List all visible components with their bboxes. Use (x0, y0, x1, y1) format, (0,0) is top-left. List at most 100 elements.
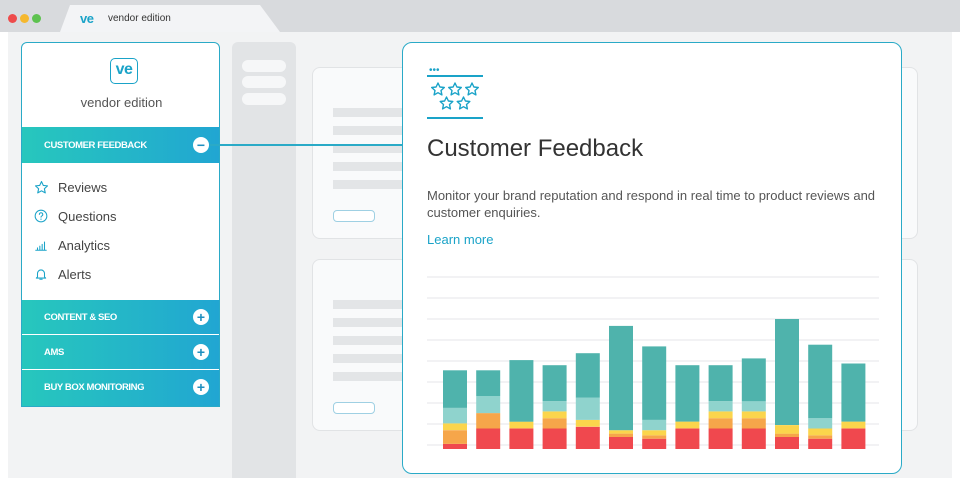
section-label: CUSTOMER FEEDBACK (44, 140, 147, 151)
icon-divider (427, 117, 483, 119)
section-buy-box-monitoring[interactable]: BUY BOX MONITORING + (22, 370, 219, 406)
sidebar-item-questions[interactable]: Questions (34, 206, 117, 226)
bar-segment (575, 426, 600, 449)
bar-segment (575, 419, 600, 427)
bar-segment (542, 365, 567, 402)
bar-segment (443, 423, 467, 431)
learn-more-link[interactable]: Learn more (427, 232, 494, 247)
bar-segment (642, 419, 667, 431)
bar-segment (741, 428, 766, 449)
bar-segment (509, 421, 534, 429)
section-ams[interactable]: AMS + (22, 335, 219, 369)
bar-segment (675, 428, 700, 449)
bar-segment (542, 428, 567, 449)
bar-segment (675, 365, 700, 422)
bar-segment (841, 428, 866, 449)
star-icon (34, 180, 52, 195)
bar-segment (609, 325, 633, 431)
bar-segment (642, 346, 667, 420)
bar-segment (476, 428, 501, 449)
bar-segment (841, 421, 866, 429)
feature-card: ••• Customer Feedback Monitor your brand… (402, 42, 902, 474)
bar-segment (575, 397, 600, 420)
bar-segment (509, 428, 534, 449)
bar-segment (808, 435, 833, 439)
background-pill (242, 60, 286, 72)
browser-chrome: ve vendor edition (0, 0, 960, 32)
window-close-button[interactable] (8, 14, 17, 23)
background-pill (242, 93, 286, 105)
bar-segment (708, 401, 733, 412)
bar-segment (708, 428, 733, 449)
card-title: Customer Feedback (427, 135, 644, 162)
expand-icon[interactable]: + (193, 344, 209, 360)
bar-segment (675, 421, 700, 429)
bar-segment (642, 430, 667, 436)
bar-segment (741, 358, 766, 402)
icon-divider (427, 75, 483, 77)
question-icon (34, 209, 52, 223)
bar-segment (741, 401, 766, 412)
bar-segment (775, 425, 799, 434)
bar-segment (476, 370, 501, 396)
sidebar-item-alerts[interactable]: Alerts (34, 264, 91, 284)
stars-icon (431, 81, 481, 118)
bar-segment (609, 437, 633, 449)
sidebar-item-label: Alerts (58, 266, 92, 282)
expand-icon[interactable]: + (193, 379, 209, 395)
section-label: AMS (44, 347, 64, 358)
tab-title: vendor edition (108, 13, 171, 24)
bar-segment (443, 408, 467, 424)
section-content-seo[interactable]: CONTENT & SEO + (22, 300, 219, 334)
bar-segment (741, 411, 766, 419)
icon-dots: ••• (429, 65, 440, 76)
window-minimize-button[interactable] (20, 14, 29, 23)
brand-name: vendor edition (80, 95, 163, 110)
bar-segment (775, 437, 799, 449)
expand-icon[interactable]: + (193, 309, 209, 325)
bar-segment (841, 363, 866, 422)
bar-segment (775, 319, 799, 425)
bar-segment (542, 401, 567, 412)
sidebar-item-label: Analytics (58, 237, 111, 253)
tab-logo: ve (80, 11, 94, 26)
bar-segment (609, 433, 633, 437)
background-pill (242, 76, 286, 88)
section-label: BUY BOX MONITORING (44, 382, 145, 393)
bar-chart-icon (34, 238, 52, 252)
bar-segment (542, 411, 567, 419)
bar-segment (509, 360, 534, 422)
bar-segment (808, 438, 833, 449)
bar-segment (808, 428, 833, 436)
bar-segment (443, 430, 467, 444)
bar-segment (708, 365, 733, 402)
bar-segment (443, 370, 467, 408)
sidebar-item-reviews[interactable]: Reviews (34, 177, 107, 197)
bar-segment (708, 418, 733, 429)
feedback-bar-chart (427, 276, 879, 449)
brand-logo: ve (110, 58, 138, 84)
bell-icon (34, 267, 52, 281)
bar-segment (476, 413, 501, 429)
bar-segment (642, 438, 667, 449)
bar-segment (808, 344, 833, 419)
bar-segment (741, 418, 766, 429)
section-label: CONTENT & SEO (44, 312, 117, 323)
sidebar-item-label: Reviews (58, 179, 108, 195)
bar-segment (642, 435, 667, 439)
card-description: Monitor your brand reputation and respon… (427, 188, 876, 220)
bar-segment (542, 418, 567, 429)
browser-tab[interactable]: ve vendor edition (60, 5, 280, 32)
bar-segment (808, 418, 833, 429)
bar-segment (708, 411, 733, 419)
collapse-icon[interactable]: − (193, 137, 209, 153)
bar-segment (443, 443, 467, 449)
window-maximize-button[interactable] (32, 14, 41, 23)
sidebar-item-label: Questions (58, 208, 117, 224)
sidebar: ve vendor edition CUSTOMER FEEDBACK − Re… (21, 42, 220, 407)
sidebar-item-analytics[interactable]: Analytics (34, 235, 110, 255)
bar-segment (575, 353, 600, 398)
bar-segment (609, 430, 633, 434)
section-customer-feedback[interactable]: CUSTOMER FEEDBACK − (22, 127, 219, 163)
bar-segment (775, 433, 799, 437)
